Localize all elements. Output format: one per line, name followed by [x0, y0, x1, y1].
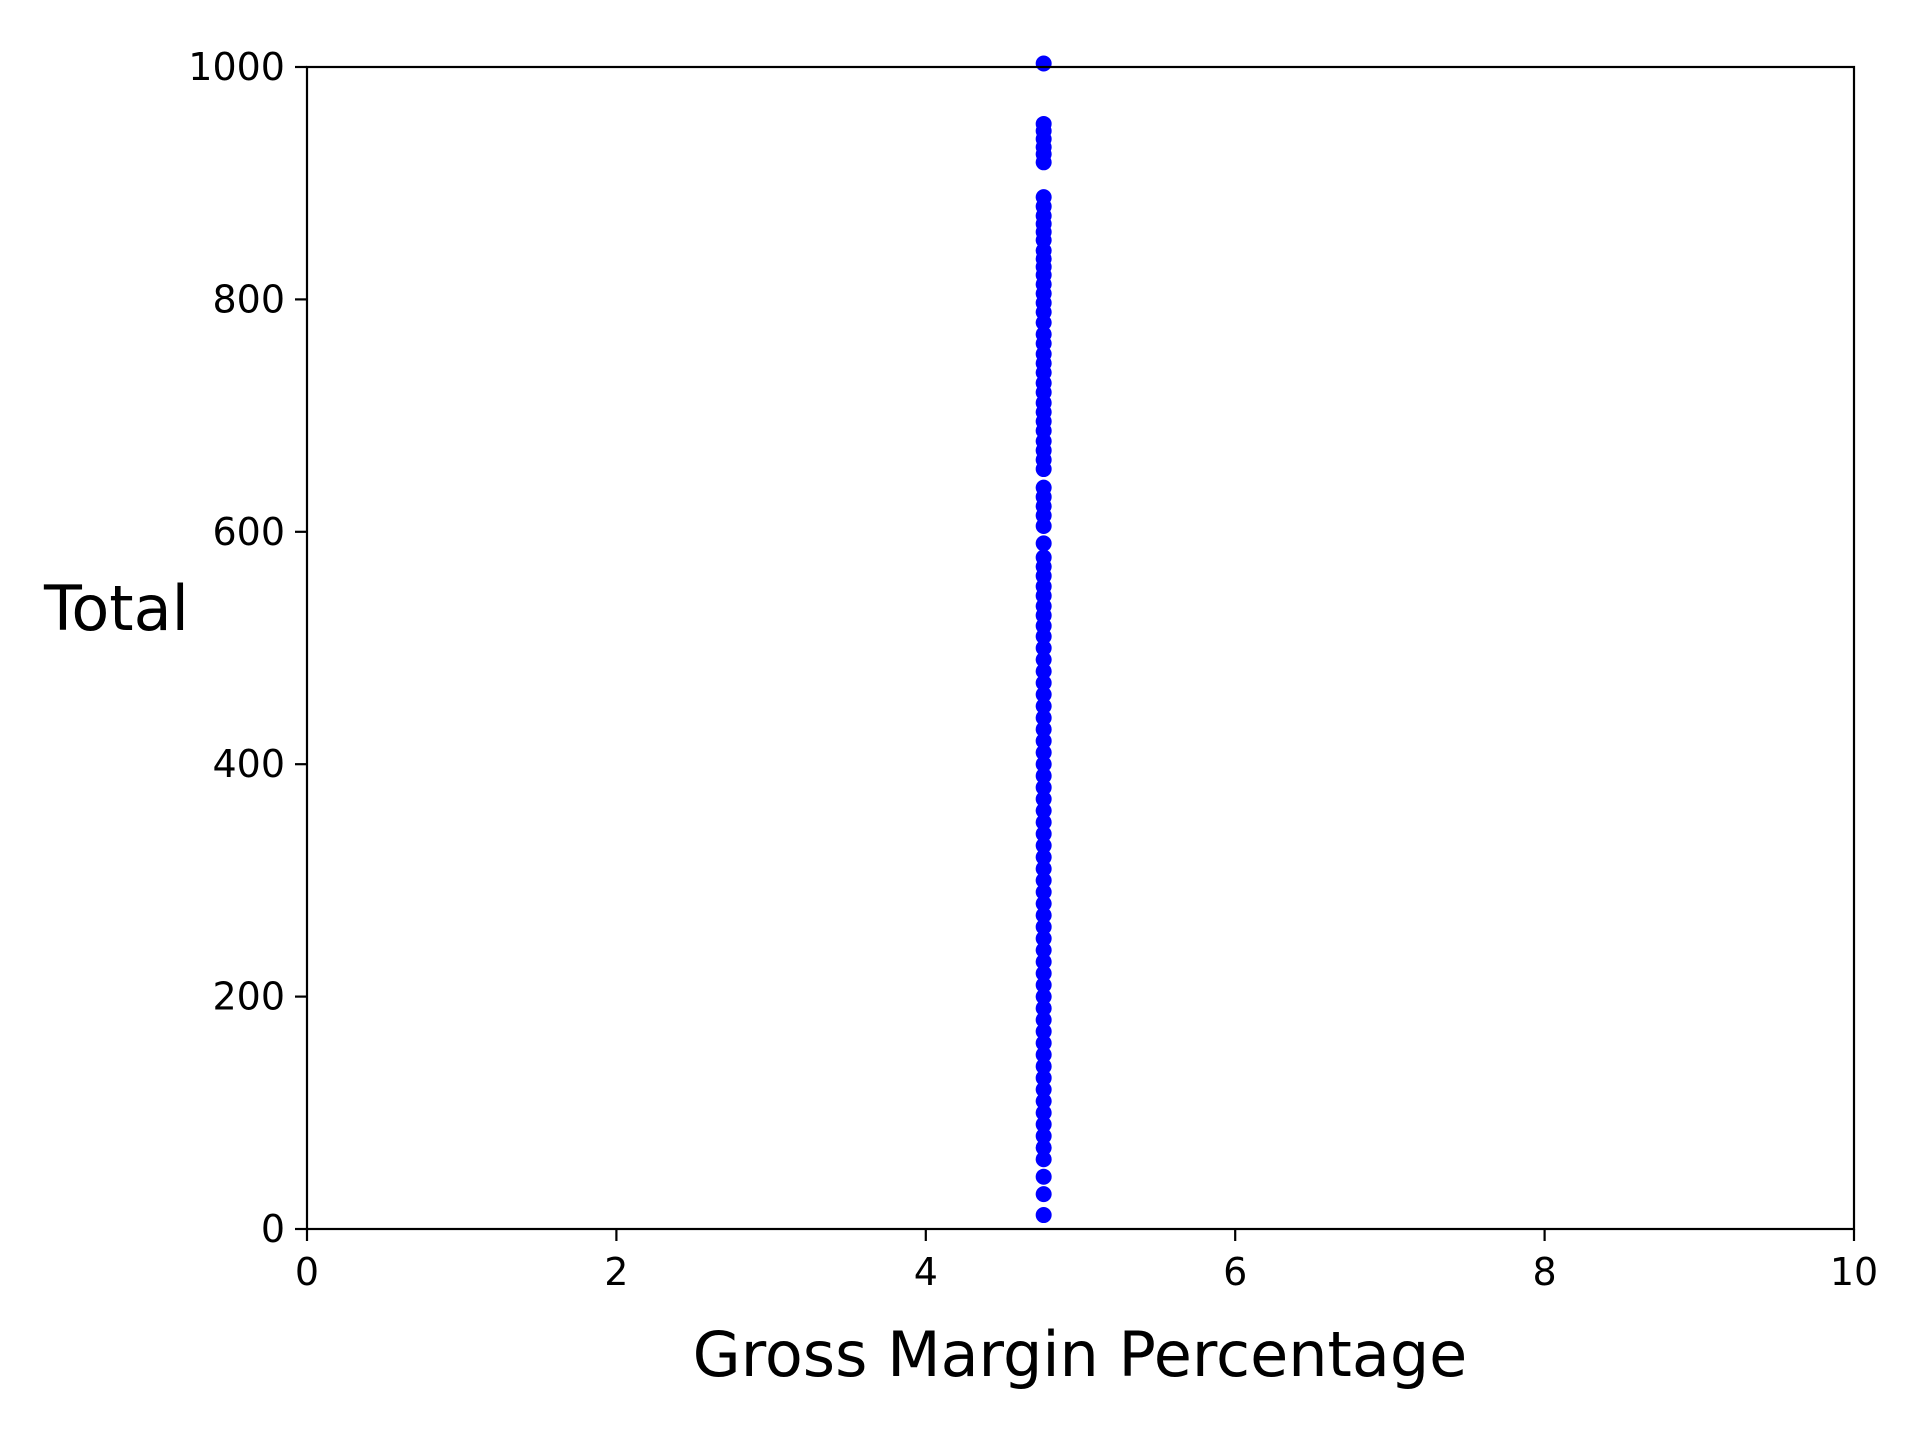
x-tick-label: 4: [914, 1250, 938, 1294]
plot-area: [307, 67, 1854, 1229]
data-point: [1035, 721, 1052, 738]
data-point: [1035, 640, 1052, 656]
data-point: [1035, 709, 1052, 726]
data-point: [1035, 814, 1052, 831]
data-point: [1035, 860, 1052, 877]
data-point: [1035, 767, 1052, 784]
data-point: [1035, 837, 1052, 854]
data-point: [1035, 1128, 1052, 1145]
x-tick-label: 6: [1223, 1250, 1247, 1294]
data-point: [1035, 461, 1052, 478]
data-point: [1035, 651, 1052, 668]
data-point: [1035, 1023, 1052, 1040]
y-tick-label: 800: [212, 277, 285, 321]
data-point: [1035, 698, 1052, 715]
data-point: [1035, 791, 1052, 808]
data-point: [1035, 1207, 1052, 1224]
data-point: [1035, 942, 1052, 959]
data-point: [1035, 1186, 1052, 1203]
data-point: [1035, 918, 1052, 935]
data-point: [1035, 154, 1052, 171]
data-point: [1035, 1011, 1052, 1028]
data-point: [1035, 1081, 1052, 1098]
data-point: [1035, 907, 1052, 924]
data-point: [1035, 965, 1052, 982]
data-point: [1035, 1116, 1052, 1133]
data-point: [1035, 1069, 1052, 1086]
data-point: [1035, 55, 1052, 72]
y-axis-label: Total: [43, 572, 189, 645]
y-tick-label: 0: [261, 1207, 285, 1251]
data-point: [1035, 1139, 1052, 1156]
x-tick-label: 0: [295, 1250, 319, 1294]
data-point: [1035, 1151, 1052, 1168]
data-point: [1035, 686, 1052, 703]
data-point: [1035, 1000, 1052, 1017]
x-axis-label: Gross Margin Percentage: [693, 1318, 1468, 1391]
data-point: [1035, 884, 1052, 901]
data-point: [1035, 930, 1052, 947]
y-axis-ticks: 0 200 400 600 800 1000: [188, 45, 307, 1251]
x-tick-label: 10: [1830, 1250, 1878, 1294]
data-point: [1035, 756, 1052, 773]
y-tick-label: 400: [212, 742, 285, 786]
data-point: [1035, 628, 1052, 645]
data-point: [1035, 744, 1052, 761]
data-point: [1035, 953, 1052, 970]
data-point: [1035, 314, 1052, 331]
data-point: [1035, 535, 1052, 552]
plot-frame: [305, 65, 1856, 1231]
x-tick-label: 8: [1533, 1250, 1557, 1294]
data-point: [1035, 1058, 1052, 1075]
data-point: [1035, 895, 1052, 912]
x-axis-ticks: 0 2 4 6 8 10: [295, 1229, 1878, 1294]
x-tick-label: 2: [604, 1250, 628, 1294]
data-point: [1035, 663, 1052, 680]
data-point: [1035, 1168, 1052, 1185]
data-point: [1035, 988, 1052, 1005]
data-points: [1035, 55, 1052, 1224]
data-point: [1035, 779, 1052, 796]
data-point: [1035, 802, 1052, 819]
data-point: [1035, 1035, 1052, 1052]
data-point: [1035, 1046, 1052, 1063]
data-point: [1035, 976, 1052, 993]
data-point: [1035, 825, 1052, 842]
data-point: [1035, 517, 1052, 534]
data-point: [1035, 1104, 1052, 1121]
y-tick-label: 1000: [188, 45, 285, 89]
y-tick-label: 600: [212, 510, 285, 554]
data-point: [1035, 674, 1052, 691]
data-point: [1035, 1093, 1052, 1110]
data-point: [1035, 732, 1052, 749]
y-tick-label: 200: [212, 975, 285, 1019]
data-point: [1035, 872, 1052, 889]
data-point: [1035, 849, 1052, 866]
